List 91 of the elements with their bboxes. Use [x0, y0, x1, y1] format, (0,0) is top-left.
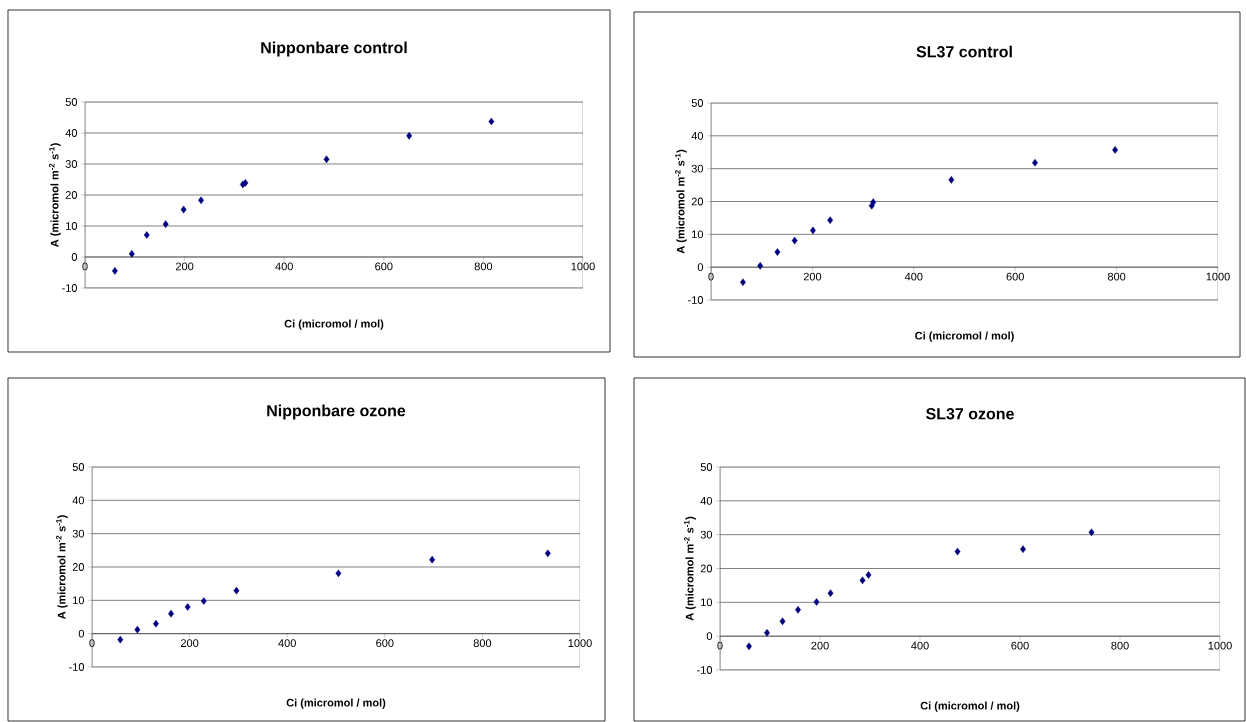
- x-tick-label: 1000: [1206, 272, 1230, 281]
- x-tick-label: 0: [89, 639, 95, 647]
- chart-title: Nipponbare ozone: [267, 404, 406, 420]
- x-tick-label: 400: [911, 641, 929, 650]
- x-tick-label: 600: [376, 639, 394, 647]
- x-axis-title: Ci (micromol / mol): [920, 701, 1020, 712]
- x-tick-label: 400: [904, 272, 923, 281]
- point: [233, 586, 240, 595]
- x-tick-label: 800: [473, 639, 492, 647]
- point: [870, 198, 877, 206]
- point: [200, 597, 207, 605]
- point: [488, 117, 495, 126]
- x-tick-label: 200: [175, 262, 194, 271]
- point: [111, 267, 118, 275]
- y-tick-label: 0: [71, 253, 78, 261]
- y-tick-label: 20: [65, 191, 78, 199]
- y-tick-label: 20: [72, 563, 85, 571]
- y-tick-label: 30: [691, 164, 704, 173]
- point: [128, 250, 135, 258]
- y-tick-label: 30: [700, 530, 713, 539]
- y-tick-label: 30: [72, 529, 85, 538]
- point: [335, 569, 342, 578]
- y-tick-label: -10: [62, 284, 78, 292]
- y-axis-title: A (micromol m$^{-2}$ s$^{-1}$): [56, 515, 68, 619]
- x-tick-label: 200: [803, 272, 822, 281]
- point: [827, 589, 834, 597]
- x-tick-label: 200: [180, 639, 199, 647]
- point: [134, 625, 141, 634]
- point: [948, 176, 955, 184]
- y-tick-label: -10: [688, 296, 704, 304]
- y-tick-label: 40: [65, 129, 78, 137]
- point: [827, 216, 834, 225]
- y-tick-label: 40: [691, 131, 704, 140]
- point: [954, 547, 961, 556]
- x-tick-label: 400: [278, 639, 296, 647]
- y-tick-label: 50: [65, 98, 78, 106]
- y-tick-label: 10: [73, 596, 85, 605]
- y-tick-label: 50: [700, 463, 713, 471]
- x-tick-label: 1000: [571, 262, 595, 271]
- y-tick-label: 0: [706, 632, 713, 641]
- y-axis-title: A (micromol m$^{-2}$ s$^{-1}$): [684, 516, 696, 621]
- point: [117, 635, 124, 644]
- x-tick-label: 600: [1006, 272, 1024, 281]
- chart-title: SL37 control: [916, 45, 1012, 58]
- y-tick-label: -10: [697, 666, 713, 674]
- point: [774, 248, 781, 256]
- y-tick-label: 10: [66, 222, 78, 230]
- y-tick-label: 10: [701, 598, 713, 607]
- point: [1088, 528, 1095, 537]
- point: [813, 598, 820, 606]
- y-tick-label: 20: [700, 564, 713, 573]
- point: [859, 576, 866, 585]
- y-tick-label: 40: [72, 496, 85, 505]
- x-tick-label: 600: [375, 262, 393, 271]
- point: [406, 131, 413, 140]
- y-axis-title: A (micromol m$^{-2}$ s$^{-1}$): [49, 143, 61, 247]
- x-tick-label: 1000: [568, 639, 592, 647]
- point: [779, 617, 786, 626]
- point: [180, 205, 187, 214]
- y-tick-label: 10: [692, 230, 704, 239]
- x-tick-label: 800: [1107, 272, 1126, 281]
- x-axis-title: Ci (micromol / mol): [284, 319, 384, 330]
- chart-title: SL37 ozone: [926, 408, 1014, 420]
- x-tick-label: 1000: [1208, 641, 1232, 650]
- x-tick-label: 400: [275, 262, 293, 271]
- y-tick-label: 40: [700, 496, 713, 505]
- x-tick-label: 600: [1011, 641, 1029, 650]
- x-tick-label: 0: [717, 641, 723, 650]
- point: [143, 231, 150, 239]
- chart-title: Nipponbare control: [261, 41, 407, 57]
- point: [865, 571, 872, 579]
- y-tick-label: 50: [72, 463, 85, 471]
- point: [791, 236, 798, 245]
- point: [757, 262, 764, 270]
- y-tick-label: 0: [78, 629, 85, 638]
- y-tick-label: 30: [65, 160, 78, 168]
- y-tick-label: -10: [69, 663, 85, 671]
- y-axis-title: A (micromol m$^{-2}$ s$^{-1}$): [675, 149, 687, 254]
- x-tick-label: 800: [474, 262, 493, 271]
- point: [323, 155, 330, 164]
- y-tick-label: 50: [691, 99, 704, 107]
- x-tick-label: 200: [811, 641, 829, 650]
- point: [162, 220, 169, 228]
- x-tick-label: 800: [1111, 641, 1129, 650]
- point: [184, 603, 191, 611]
- point: [429, 555, 436, 564]
- point: [544, 549, 551, 558]
- x-axis-title: Ci (micromol / mol): [915, 331, 1014, 342]
- y-tick-label: 20: [691, 197, 704, 206]
- point: [1112, 146, 1118, 154]
- x-axis-title: Ci (micromol / mol): [286, 698, 386, 709]
